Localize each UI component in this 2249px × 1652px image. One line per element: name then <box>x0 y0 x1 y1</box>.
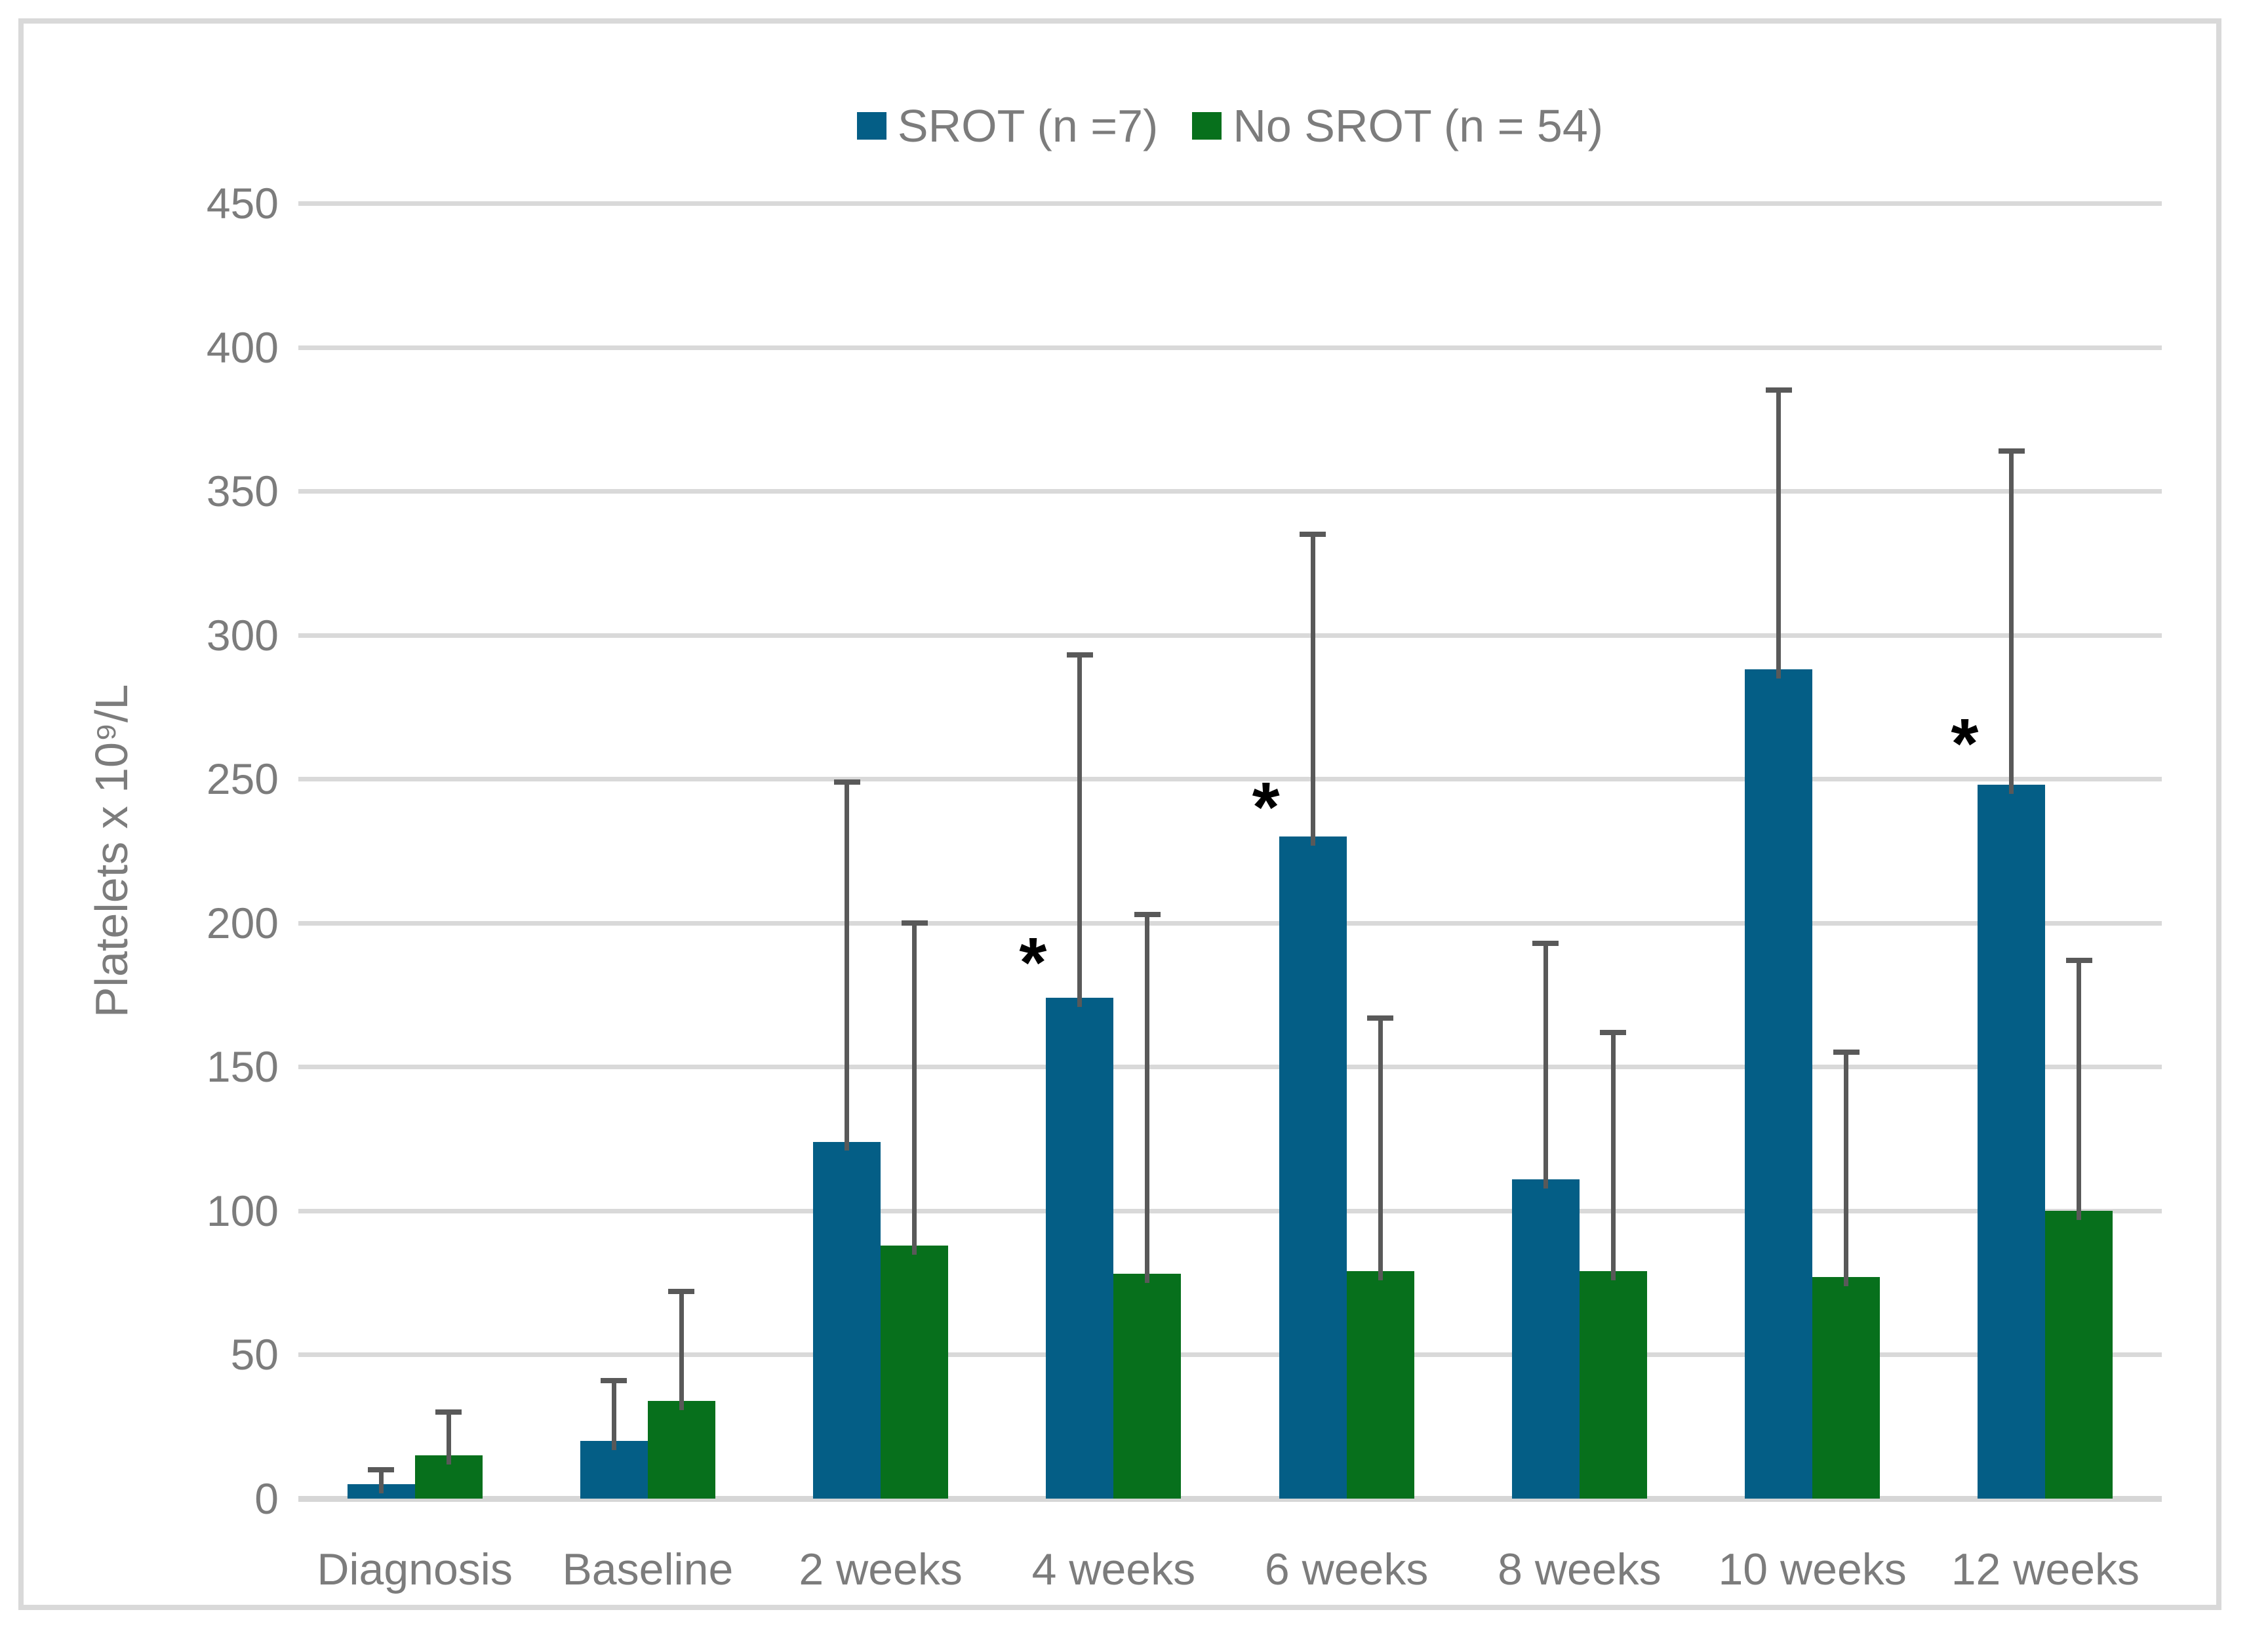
bar-no-srot <box>647 1400 715 1499</box>
significance-asterisk: * <box>1951 703 1979 783</box>
error-bar-cap <box>601 1377 627 1383</box>
gridline <box>298 633 2162 638</box>
error-bar <box>1844 1052 1849 1286</box>
error-bar <box>1776 390 1781 679</box>
error-bar <box>2077 960 2082 1220</box>
error-bar-cap <box>435 1409 462 1415</box>
gridline <box>298 920 2162 926</box>
error-bar <box>378 1470 384 1494</box>
x-category-label: 6 weeks <box>1264 1544 1429 1594</box>
error-bar <box>912 922 917 1255</box>
legend-swatch-srot-icon <box>856 112 886 140</box>
error-bar-cap <box>1367 1015 1394 1021</box>
error-bar <box>1310 534 1315 846</box>
x-category-label: 4 weeks <box>1031 1544 1196 1594</box>
y-tick-label: 200 <box>206 898 279 947</box>
error-bar <box>1543 943 1548 1189</box>
y-tick-label: 100 <box>206 1186 279 1235</box>
x-category-label: 10 weeks <box>1718 1544 1907 1594</box>
gridline <box>298 201 2162 206</box>
bar-no-srot <box>2045 1210 2113 1499</box>
error-bar-cap <box>1066 652 1093 658</box>
error-bar-cap <box>1300 531 1326 537</box>
legend-label: No SROT (n = 54) <box>1233 100 1604 151</box>
error-bar-cap <box>668 1288 695 1294</box>
error-bar <box>679 1291 684 1410</box>
x-category-label: 8 weeks <box>1498 1544 1662 1594</box>
figure-frame <box>18 18 2221 1610</box>
y-tick-label: 50 <box>230 1330 279 1379</box>
bar-no-srot <box>1579 1271 1647 1499</box>
bar-srot <box>1279 836 1347 1499</box>
gridline <box>298 777 2162 782</box>
x-category-label: Diagnosis <box>317 1544 513 1594</box>
error-bar <box>1077 655 1083 1007</box>
gridline <box>298 1065 2162 1070</box>
error-bar <box>845 781 850 1151</box>
legend-swatch-no-srot-icon <box>1192 112 1222 140</box>
y-tick-label: 400 <box>206 323 279 372</box>
bar-srot <box>1046 997 1114 1499</box>
error-bar-cap <box>901 920 928 926</box>
error-bar-cap <box>1765 387 1792 393</box>
error-bar <box>1610 1032 1616 1281</box>
error-bar <box>611 1380 616 1451</box>
bar-no-srot <box>881 1245 949 1499</box>
error-bar-cap <box>1600 1029 1627 1035</box>
error-bar <box>446 1412 451 1465</box>
bar-no-srot <box>1346 1271 1414 1499</box>
error-bar-cap <box>1998 448 2025 454</box>
bar-no-srot <box>1113 1274 1182 1499</box>
significance-asterisk: * <box>1252 766 1280 846</box>
x-axis-line <box>298 1496 2162 1502</box>
bar-srot <box>1511 1179 1580 1499</box>
y-tick-label: 450 <box>206 179 279 227</box>
bar-srot <box>813 1141 881 1499</box>
y-axis-title: Platelets x 10⁹/L <box>86 684 137 1018</box>
x-category-label: Baseline <box>562 1544 734 1594</box>
error-bar-cap <box>2065 957 2092 963</box>
bar-srot <box>1978 785 2046 1499</box>
y-tick-label: 350 <box>206 467 279 516</box>
legend-label: SROT (n =7) <box>897 100 1159 151</box>
x-category-label: 2 weeks <box>799 1544 963 1594</box>
legend-item: SROT (n =7) <box>856 100 1159 152</box>
bar-no-srot <box>1812 1276 1881 1499</box>
y-tick-label: 250 <box>206 755 279 804</box>
significance-asterisk: * <box>1019 922 1047 1002</box>
error-bar-cap <box>368 1467 395 1473</box>
legend-item: No SROT (n = 54) <box>1192 100 1603 152</box>
gridline <box>298 1208 2162 1213</box>
error-bar-cap <box>1532 940 1559 946</box>
bar-srot <box>1745 669 1813 1499</box>
error-bar <box>1378 1017 1383 1281</box>
gridline <box>298 1352 2162 1358</box>
y-tick-label: 0 <box>254 1474 279 1523</box>
error-bar-cap <box>1134 911 1161 917</box>
x-category-label: 12 weeks <box>1951 1544 2140 1594</box>
y-tick-label: 150 <box>206 1042 279 1092</box>
error-bar-cap <box>833 779 860 785</box>
legend: SROT (n =7) No SROT (n = 54) <box>298 100 2162 152</box>
y-tick-label: 300 <box>206 610 279 659</box>
bar-srot <box>580 1441 648 1499</box>
gridline <box>298 345 2162 350</box>
error-bar-cap <box>1833 1050 1860 1055</box>
error-bar <box>2009 450 2014 794</box>
error-bar <box>1145 914 1150 1284</box>
gridline <box>298 489 2162 494</box>
